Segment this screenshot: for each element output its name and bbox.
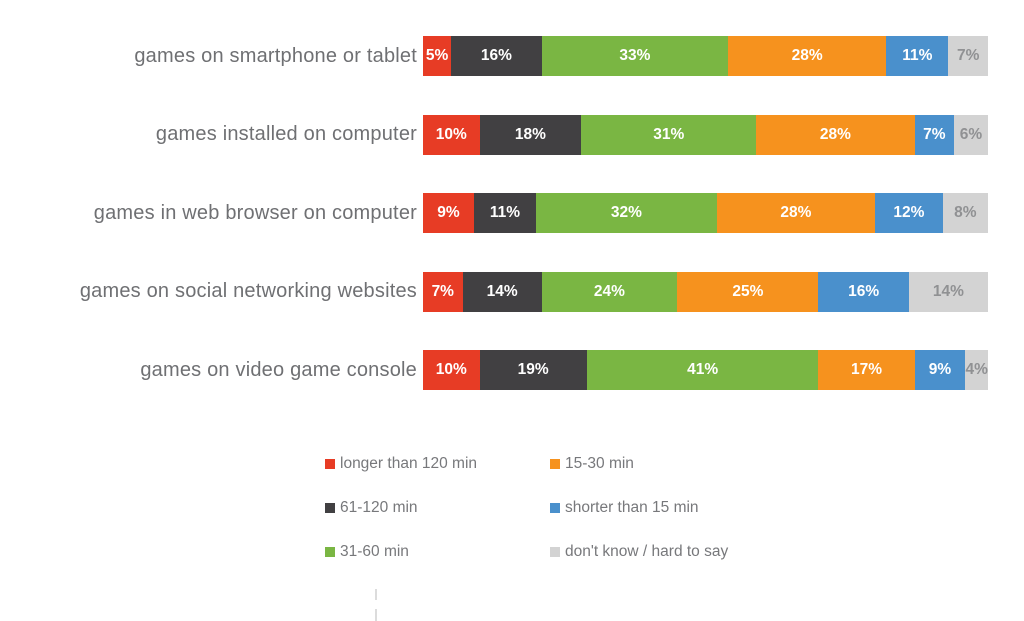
segment-value-label: 28% xyxy=(791,47,823,64)
bar-segment: 6% xyxy=(954,114,988,155)
legend-swatch-icon xyxy=(325,547,335,557)
category-label: games installed on computer xyxy=(155,123,417,145)
segment-value-label: 10% xyxy=(435,125,467,143)
bar-segment: 4% xyxy=(965,350,988,390)
legend-item: longer than 120 min xyxy=(325,455,550,473)
segment-value-label: 11% xyxy=(489,204,520,221)
legend-label: 15-30 min xyxy=(565,455,634,472)
segment-value-label: 12% xyxy=(893,204,925,221)
chart-row: games on social networking websites 7% 14%… xyxy=(0,271,988,312)
legend-label: 31-60 min xyxy=(340,543,409,560)
segment-value-label: 17% xyxy=(850,361,883,378)
chart-row: games in web browser on computer 9% 11% 32%… xyxy=(0,193,988,233)
segment-value-label: 32% xyxy=(610,204,642,221)
bar-segment: 7% xyxy=(423,271,463,312)
chart-row: games on smartphone or tablet 5% 16% 33% 28%… xyxy=(0,36,988,76)
segment-value-label: 11% xyxy=(902,47,933,64)
segment-value-label: 8% xyxy=(954,204,977,221)
legend-item: don't know / hard to say xyxy=(550,543,728,561)
bar-segment: 5% xyxy=(423,36,452,76)
segment-value-label: 7% xyxy=(956,47,980,64)
segment-value-label: 6% xyxy=(959,125,983,143)
segment-value-label: 9% xyxy=(437,204,460,221)
segment-value-label: 33% xyxy=(619,47,651,64)
segment-value-label: 4% xyxy=(965,361,988,378)
legend-label: shorter than 15 min xyxy=(565,499,699,516)
segment-value-label: 16% xyxy=(848,282,880,300)
category-label: games on social networking websites xyxy=(79,280,417,302)
segment-value-label: 28% xyxy=(819,125,851,143)
legend-swatch-icon xyxy=(550,503,560,513)
segment-value-label: 18% xyxy=(514,125,546,143)
bar-segment: 33% xyxy=(541,36,729,76)
segment-value-label: 14% xyxy=(932,282,964,300)
bar-segment: 16% xyxy=(451,36,542,76)
segment-value-label: 5% xyxy=(425,47,449,64)
stacked-bar: 7% 14% 24% 25% 16% 14% xyxy=(423,271,988,312)
segment-value-label: 25% xyxy=(732,282,764,300)
segment-value-label: 9% xyxy=(928,361,952,378)
chart-row: games on video game console 10% 19% 41% 17% 9… xyxy=(0,350,988,390)
stacked-bar-chart: games on smartphone or tablet 5% 16% 33% 28%… xyxy=(0,36,988,429)
bar-segment: 28% xyxy=(756,114,915,155)
chart-legend: longer than 120 min 15-30 min 61-120 min sh… xyxy=(325,455,728,561)
bar-segment: 7% xyxy=(948,36,988,76)
chart-row: games installed on computer 10% 18% 31% 28% 7… xyxy=(0,114,988,155)
bar-segment: 28% xyxy=(728,36,887,76)
legend-label: 61-120 min xyxy=(340,499,418,516)
bar-segment: 24% xyxy=(541,271,678,312)
segment-value-label: 41% xyxy=(687,361,719,378)
axis-tick-mark xyxy=(375,609,377,621)
segment-value-label: 19% xyxy=(517,361,549,378)
bar-segment: 19% xyxy=(479,350,587,390)
bar-segment: 11% xyxy=(886,36,949,76)
legend-swatch-icon xyxy=(550,459,560,469)
stacked-bar: 5% 16% 33% 28% 11% 7% xyxy=(423,36,988,76)
legend-item: 61-120 min xyxy=(325,499,550,517)
bar-segment: 28% xyxy=(716,193,875,233)
stacked-bar: 10% 18% 31% 28% 7% 6% xyxy=(423,114,988,155)
legend-item: shorter than 15 min xyxy=(550,499,728,517)
stacked-bar: 9% 11% 32% 28% 12% 8% xyxy=(423,193,988,233)
bar-segment: 25% xyxy=(677,271,819,312)
bar-segment: 8% xyxy=(942,193,988,233)
bar-segment: 14% xyxy=(908,271,988,312)
bar-segment: 10% xyxy=(423,350,480,390)
bar-segment: 18% xyxy=(479,114,582,155)
legend-swatch-icon xyxy=(325,503,335,513)
bar-segment: 17% xyxy=(818,350,915,390)
legend-label: longer than 120 min xyxy=(340,455,478,472)
category-label: games on video game console xyxy=(140,358,417,381)
segment-value-label: 10% xyxy=(435,361,467,378)
bar-segment: 10% xyxy=(423,114,480,155)
bar-segment: 12% xyxy=(874,193,943,233)
legend-swatch-icon xyxy=(325,459,335,469)
segment-value-label: 7% xyxy=(923,125,946,143)
bar-segment: 14% xyxy=(462,271,542,312)
bar-segment: 16% xyxy=(818,271,909,312)
segment-value-label: 16% xyxy=(480,47,512,64)
segment-value-label: 31% xyxy=(653,125,685,143)
segment-value-label: 28% xyxy=(780,204,812,221)
legend-item: 31-60 min xyxy=(325,543,550,561)
bar-segment: 11% xyxy=(473,193,536,233)
bar-segment: 9% xyxy=(914,350,966,390)
legend-swatch-icon xyxy=(550,547,560,557)
segment-value-label: 14% xyxy=(486,282,518,300)
category-label: games in web browser on computer xyxy=(93,201,417,224)
bar-segment: 7% xyxy=(914,114,955,155)
bar-segment: 41% xyxy=(586,350,819,390)
bar-segment: 32% xyxy=(535,193,717,233)
legend-item: 15-30 min xyxy=(550,455,728,473)
stacked-bar: 10% 19% 41% 17% 9% 4% xyxy=(423,350,988,390)
segment-value-label: 24% xyxy=(593,282,625,300)
category-label: games on smartphone or tablet xyxy=(134,44,417,67)
legend-label: don't know / hard to say xyxy=(565,543,729,560)
bar-segment: 31% xyxy=(581,114,757,155)
segment-value-label: 7% xyxy=(431,282,454,300)
bar-segment: 9% xyxy=(423,193,474,233)
axis-tick-mark xyxy=(375,589,377,600)
